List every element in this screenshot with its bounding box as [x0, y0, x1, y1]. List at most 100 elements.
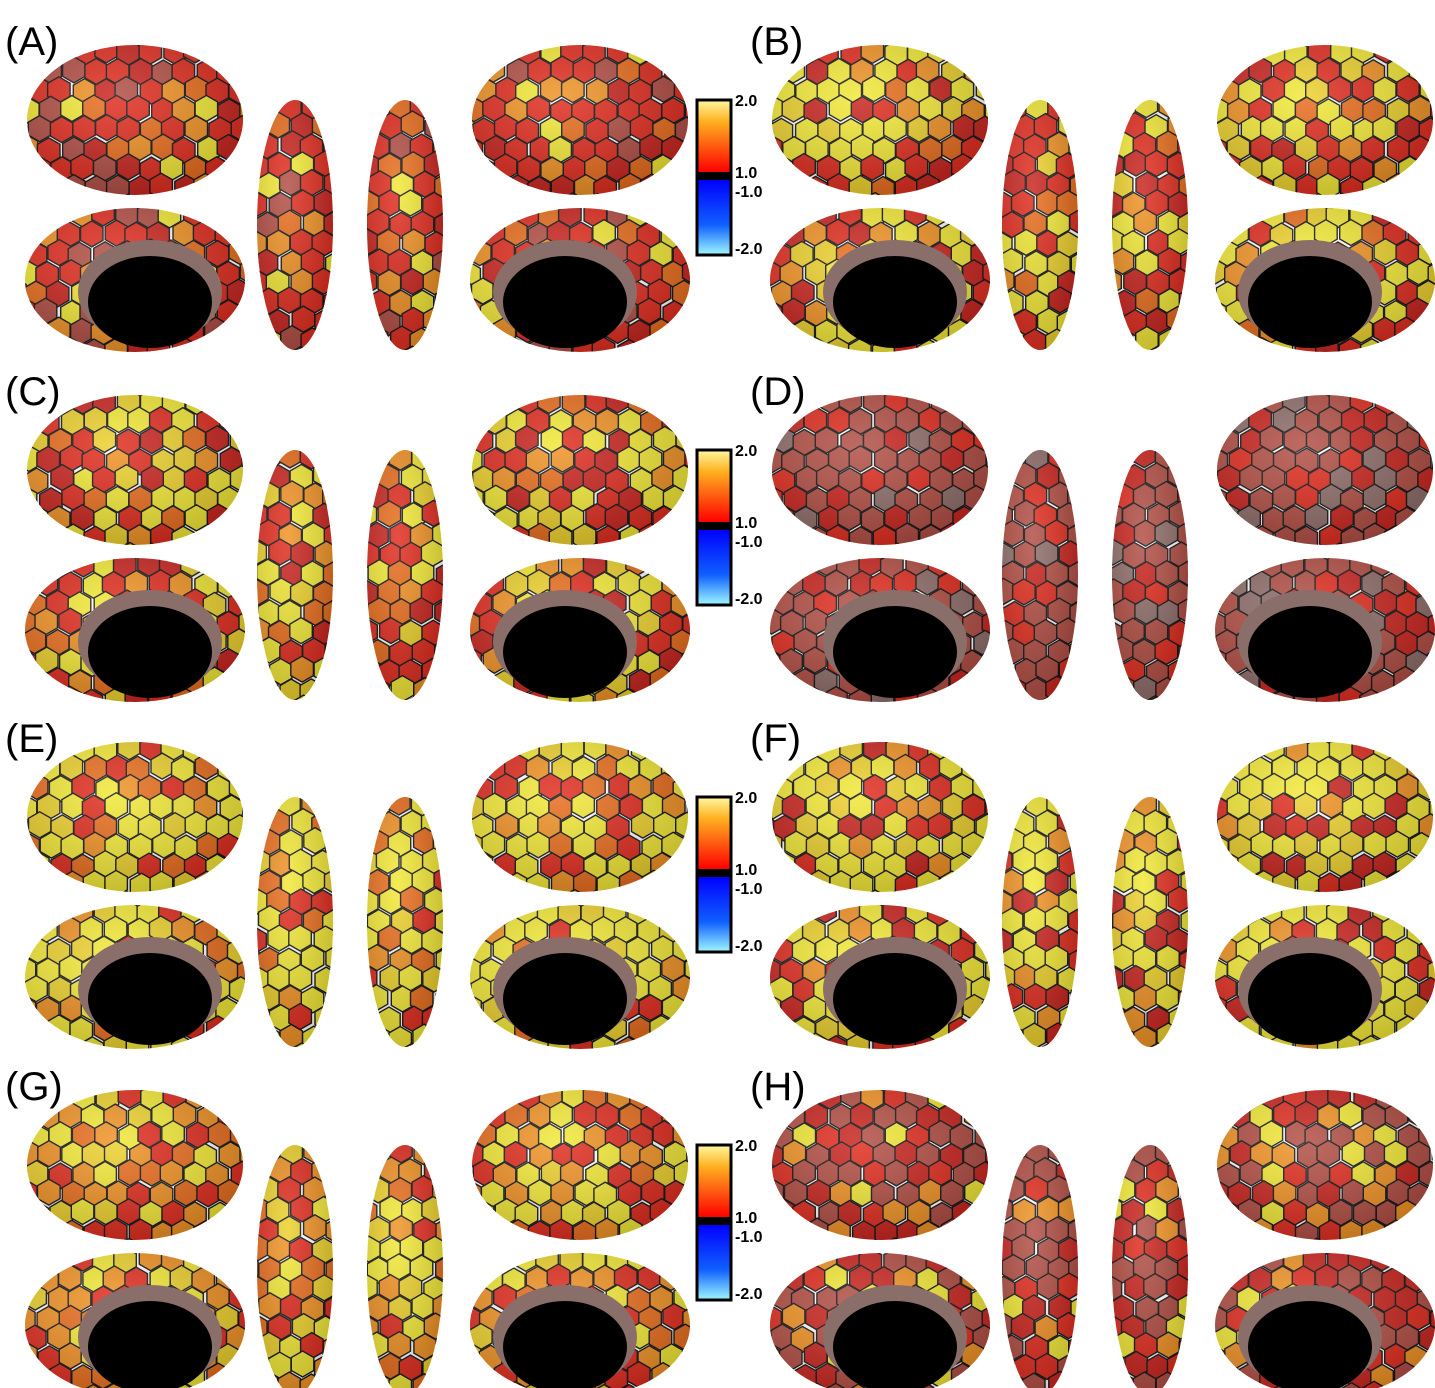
- parcel: [660, 181, 683, 207]
- parcel: [398, 450, 423, 451]
- parcel: [1088, 676, 1111, 702]
- parcel: [1112, 460, 1123, 489]
- parcel: [420, 797, 443, 799]
- parcel: [34, 687, 59, 702]
- medial-wall: [503, 256, 627, 348]
- parcel: [1080, 541, 1103, 567]
- parcel: [334, 697, 357, 723]
- brain-view: [461, 17, 688, 195]
- shading: [1217, 45, 1433, 195]
- parcel: [337, 1315, 360, 1341]
- parcel: [618, 1090, 643, 1093]
- parcel: [311, 695, 333, 700]
- parcel: [470, 1015, 495, 1043]
- brain-view: [1217, 45, 1433, 195]
- parcel: [1239, 45, 1264, 65]
- parcel: [997, 735, 1020, 761]
- parcel: [1112, 344, 1126, 350]
- parcel: [1217, 463, 1219, 492]
- parcel: [1386, 531, 1409, 557]
- parcel: [505, 1062, 528, 1088]
- parcel: [770, 1253, 784, 1255]
- parcel: [772, 522, 785, 545]
- parcel: [682, 686, 690, 702]
- parcel: [227, 668, 245, 697]
- parcel: [205, 1253, 230, 1275]
- parcel: [343, 909, 366, 935]
- parcel: [770, 905, 795, 927]
- parcel: [472, 1219, 485, 1240]
- parcel: [338, 850, 361, 876]
- parcel: [343, 562, 366, 588]
- parcel: [461, 17, 484, 43]
- brain-view: [1112, 100, 1215, 371]
- parcel: [1083, 307, 1106, 333]
- parcel: [313, 100, 333, 102]
- parcel: [681, 1034, 690, 1049]
- parcel: [959, 688, 984, 702]
- parcel: [239, 994, 245, 1022]
- parcel: [662, 395, 687, 396]
- parcel: [4, 117, 27, 143]
- parcel: [225, 890, 248, 916]
- parcel: [311, 1145, 333, 1148]
- parcel: [1167, 797, 1188, 798]
- parcel: [334, 1273, 357, 1299]
- parcel: [650, 45, 675, 67]
- shading: [27, 395, 243, 545]
- parcel: [25, 558, 36, 559]
- parcel: [472, 1200, 475, 1229]
- parcel: [973, 1015, 990, 1043]
- shading: [1112, 1145, 1188, 1388]
- parcel: [1002, 656, 1014, 685]
- parcel: [618, 45, 643, 48]
- parcel: [1296, 368, 1319, 394]
- parcel: [257, 112, 269, 141]
- parcel: [1080, 1234, 1103, 1260]
- parcel: [661, 45, 686, 47]
- brain-view: [472, 395, 688, 545]
- parcel: [1193, 544, 1216, 570]
- parcel: [1002, 1145, 1025, 1164]
- parcel: [257, 460, 269, 489]
- parcel: [483, 45, 508, 46]
- parcel: [0, 1265, 14, 1291]
- parcel: [205, 542, 230, 545]
- parcel: [1428, 220, 1435, 248]
- parcel: [770, 1361, 792, 1388]
- parcel: [171, 45, 196, 46]
- parcel: [1192, 229, 1215, 255]
- parcel: [1112, 906, 1114, 935]
- parcel: [636, 558, 661, 559]
- parcel: [333, 543, 356, 569]
- parcel: [344, 1371, 367, 1388]
- parcel: [1193, 618, 1216, 644]
- parcel: [289, 450, 313, 451]
- parcel: [852, 1090, 876, 1093]
- parcel: [1192, 1197, 1215, 1223]
- parcel: [1406, 338, 1432, 352]
- parcel: [1217, 395, 1219, 417]
- parcel: [1079, 1353, 1102, 1379]
- parcel: [1192, 345, 1215, 371]
- parcel: [257, 1145, 267, 1147]
- parcel: [737, 647, 760, 673]
- parcel: [1426, 558, 1435, 560]
- parcel: [672, 208, 690, 227]
- parcel: [229, 155, 243, 183]
- parcel: [1192, 1275, 1215, 1301]
- shading: [472, 395, 688, 545]
- parcel: [1112, 1254, 1113, 1283]
- parcel: [1247, 905, 1272, 908]
- parcel: [1058, 1044, 1078, 1047]
- parcel: [1002, 1216, 1004, 1245]
- parcel: [1178, 325, 1188, 350]
- parcel: [237, 905, 245, 906]
- parcel: [367, 808, 379, 837]
- parcel: [1178, 985, 1188, 1014]
- parcel: [981, 995, 990, 1023]
- parcel: [492, 395, 517, 414]
- parcel: [421, 345, 443, 350]
- parcel: [27, 522, 39, 545]
- parcel: [27, 1237, 51, 1240]
